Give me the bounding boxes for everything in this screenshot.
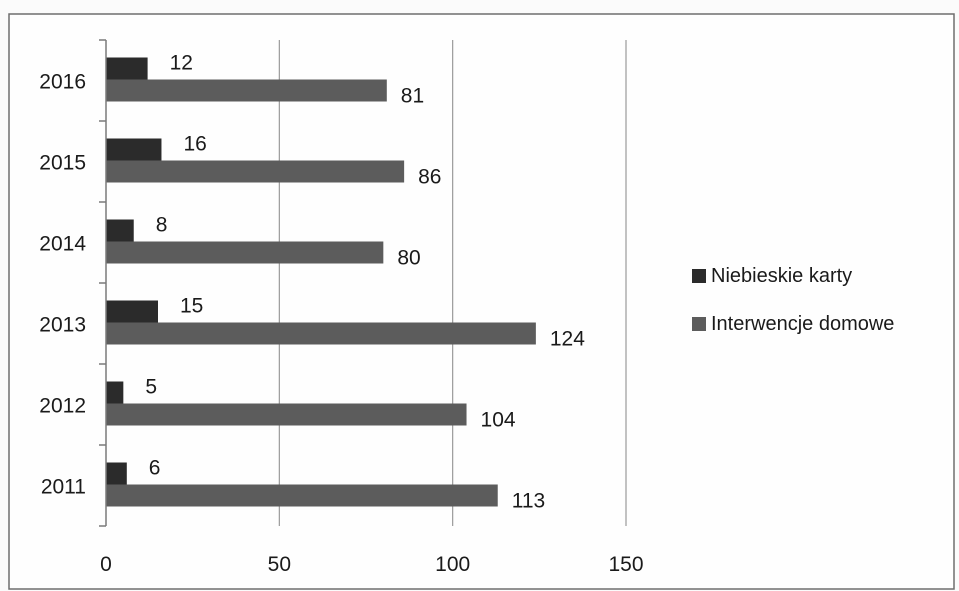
bar-interwencje-domowe bbox=[106, 241, 384, 264]
bar-interwencje-domowe bbox=[106, 322, 536, 345]
category-label: 2016 bbox=[39, 71, 86, 94]
bar-interwencje-domowe bbox=[106, 160, 405, 183]
data-label: 81 bbox=[401, 85, 424, 108]
x-tick-label: 100 bbox=[435, 553, 470, 576]
data-label: 80 bbox=[397, 247, 420, 270]
bar-interwencje-domowe bbox=[106, 403, 467, 426]
legend-swatch bbox=[692, 269, 706, 283]
data-label: 104 bbox=[481, 409, 516, 432]
x-tick-label: 150 bbox=[608, 553, 643, 576]
bar-niebieskie-karty bbox=[106, 300, 158, 323]
bar-niebieskie-karty bbox=[106, 219, 134, 242]
bar-niebieskie-karty bbox=[106, 57, 148, 80]
bars bbox=[106, 57, 536, 507]
axes: 0 50 100 150 bbox=[99, 39, 644, 576]
gridlines bbox=[278, 40, 627, 526]
data-label: 124 bbox=[550, 328, 585, 351]
bar-interwencje-domowe bbox=[106, 484, 498, 507]
data-label: 8 bbox=[156, 214, 168, 237]
data-label: 86 bbox=[418, 166, 441, 189]
data-label: 5 bbox=[145, 376, 157, 399]
bar-interwencje-domowe bbox=[106, 79, 387, 102]
data-label: 113 bbox=[512, 490, 545, 513]
legend-label: Interwencje domowe bbox=[711, 313, 894, 335]
data-label: 16 bbox=[183, 133, 206, 156]
data-label: 15 bbox=[180, 295, 203, 318]
x-tick-label: 0 bbox=[100, 553, 112, 576]
data-label: 12 bbox=[170, 52, 193, 75]
labels: 2016 12 81 2015 16 86 2014 8 80 2013 15 124 2012 5 104… bbox=[39, 52, 585, 513]
bar-niebieskie-karty bbox=[106, 462, 127, 485]
category-label: 2014 bbox=[39, 233, 86, 256]
data-label: 6 bbox=[149, 457, 161, 480]
legend-swatch bbox=[692, 317, 706, 331]
bar-niebieskie-karty bbox=[106, 138, 162, 161]
legend: Niebieskie karty Interwencje domowe bbox=[692, 265, 894, 335]
category-label: 2011 bbox=[41, 476, 86, 499]
category-label: 2013 bbox=[39, 314, 86, 337]
legend-label: Niebieskie karty bbox=[711, 265, 852, 287]
bar-niebieskie-karty bbox=[106, 381, 124, 404]
x-tick-label: 50 bbox=[268, 553, 291, 576]
category-label: 2012 bbox=[39, 395, 86, 418]
category-label: 2015 bbox=[39, 152, 86, 175]
